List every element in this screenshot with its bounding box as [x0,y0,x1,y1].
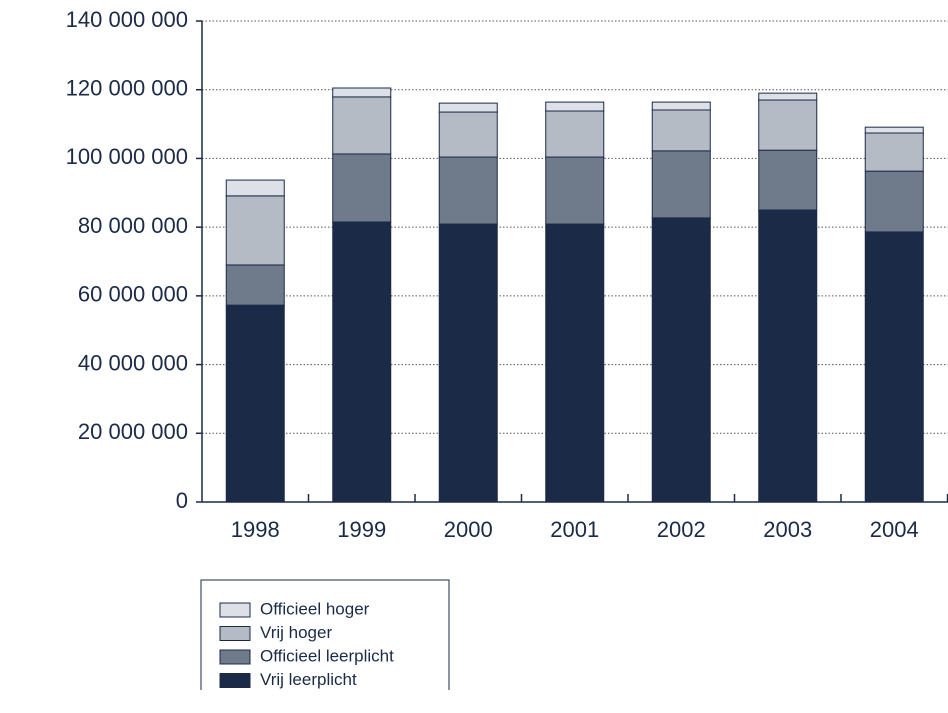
legend-swatch [219,649,251,665]
bar-segment [864,231,924,503]
x-tick-label: 2004 [870,517,919,542]
bar-segment [651,101,711,111]
bar-segment [225,304,285,503]
bar-segment [758,92,818,101]
y-tick-label: 60 000 000 [78,282,188,307]
bar-segment [864,170,924,233]
bar-segment [651,109,711,152]
y-tick-label: 40 000 000 [78,350,188,375]
bar-segment [332,153,392,223]
x-tick-label: 2001 [550,517,599,542]
y-tick-label: 80 000 000 [78,213,188,238]
bar-segment [864,132,924,172]
bar-segment [651,150,711,219]
bar-segment [225,195,285,266]
legend-swatch [219,602,251,618]
bar-segment [438,156,498,225]
bar-segment [225,179,285,197]
bar-segment [545,156,605,225]
bar-segment [545,101,605,112]
bar-segment [438,102,498,113]
bar-segment [651,217,711,503]
y-tick-label: 120 000 000 [66,76,188,101]
legend-label: Officieel hoger [260,599,370,618]
y-tick-label: 0 [176,488,188,513]
legend-label: Officieel leerplicht [260,646,394,665]
x-tick-label: 2000 [444,517,493,542]
bar-segment [545,110,605,158]
bar-segment [438,223,498,503]
bar-segment [332,221,392,503]
legend-label: Vrij hoger [260,623,332,642]
bar-segment [864,126,924,134]
legend-label: Vrij leerplicht [260,670,357,689]
y-tick-label: 100 000 000 [66,144,188,169]
bar-segment [758,209,818,503]
legend-swatch [219,626,251,641]
bar-segment [758,99,818,151]
bar-segment [545,223,605,503]
y-tick-label: 20 000 000 [78,419,188,444]
bar-segment [438,111,498,158]
bar-segment [332,87,392,98]
x-tick-label: 1998 [231,517,280,542]
x-tick-label: 1999 [337,517,386,542]
legend-swatch [219,673,251,688]
bar-segment [332,96,392,155]
bar-segment [225,264,285,306]
legend-box [200,579,450,690]
x-tick-label: 2003 [763,517,812,542]
y-tick-label: 140 000 000 [66,7,188,32]
bar-segment [758,149,818,211]
x-tick-label: 2002 [657,517,706,542]
